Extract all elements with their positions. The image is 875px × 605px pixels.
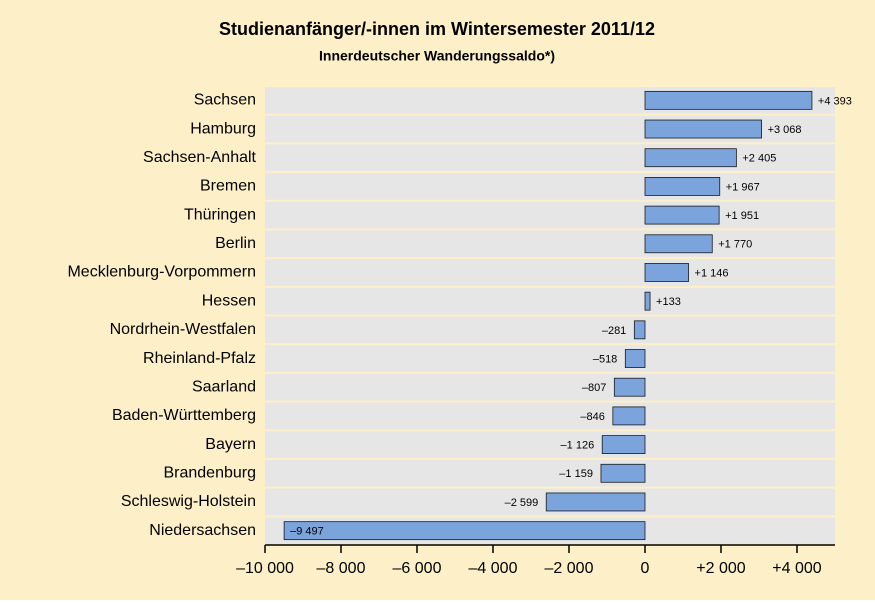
value-label: –1 159 — [559, 468, 593, 480]
y-tick-label: Bremen — [200, 178, 256, 195]
bar — [545, 492, 646, 512]
row-band — [265, 459, 835, 487]
x-tick-label: –6 000 — [393, 560, 442, 577]
row-band — [265, 373, 835, 401]
value-label: +2 405 — [742, 153, 776, 165]
x-tick-label: –4 000 — [469, 560, 518, 577]
value-label: –846 — [580, 411, 604, 423]
row-band — [265, 144, 835, 172]
y-tick-label: Bayern — [205, 436, 256, 453]
y-tick-label: Niedersachsen — [149, 522, 256, 539]
bar — [644, 263, 689, 282]
bar — [600, 463, 646, 483]
value-label: +4 393 — [818, 95, 852, 107]
row-band — [265, 259, 835, 286]
chart-title: Studienanfänger/-innen im Wintersemester… — [219, 19, 655, 39]
value-label: +1 146 — [695, 267, 729, 279]
bar — [644, 177, 721, 196]
y-tick-label: Sachsen — [194, 92, 256, 109]
bar — [644, 234, 713, 254]
x-tick-label: –10 000 — [236, 560, 294, 577]
row-band — [265, 316, 835, 344]
value-label: –9 497 — [290, 526, 324, 538]
y-tick-label: Thüringen — [184, 206, 256, 223]
bar — [633, 320, 646, 340]
bar — [613, 377, 646, 397]
y-tick-label: Berlin — [215, 235, 256, 252]
value-label: –2 599 — [505, 497, 539, 509]
value-label: –281 — [602, 325, 626, 337]
y-tick-label: Sachsen-Anhalt — [143, 149, 257, 166]
x-tick-label: +4 000 — [772, 560, 821, 577]
bar — [644, 148, 737, 168]
x-tick-label: –8 000 — [317, 560, 366, 577]
value-label: –518 — [593, 353, 617, 365]
y-tick-label: Saarland — [192, 378, 256, 395]
row-band — [265, 287, 835, 315]
y-tick-label: Hamburg — [190, 120, 256, 137]
y-tick-label: Baden-Württemberg — [112, 407, 256, 424]
row-band — [265, 431, 835, 458]
y-tick-label: Schleswig-Holstein — [121, 493, 256, 510]
value-label: +3 068 — [768, 124, 802, 136]
bar — [644, 90, 813, 110]
value-label: +1 967 — [726, 181, 760, 193]
y-tick-label: Nordrhein-Westfalen — [110, 321, 256, 338]
value-label: +1 951 — [725, 210, 759, 222]
bar — [624, 349, 646, 368]
bar — [644, 119, 762, 139]
value-label: –1 126 — [561, 440, 595, 452]
chart-subtitle: Innerdeutscher Wanderungssaldo*) — [319, 48, 555, 64]
bar — [283, 521, 646, 541]
x-tick-label: 0 — [641, 560, 650, 577]
value-label: –807 — [582, 382, 606, 394]
row-band — [265, 345, 835, 372]
value-label: +1 770 — [718, 239, 752, 251]
row-band — [265, 173, 835, 200]
row-band — [265, 402, 835, 430]
row-band — [265, 201, 835, 229]
bar — [644, 291, 651, 311]
row-band — [265, 230, 835, 258]
value-label: +133 — [656, 296, 681, 308]
y-tick-label: Rheinland-Pfalz — [143, 350, 256, 367]
bar — [612, 406, 646, 426]
bar — [601, 435, 646, 454]
x-tick-label: +2 000 — [696, 560, 745, 577]
y-tick-label: Hessen — [202, 292, 256, 309]
bar — [644, 205, 720, 225]
x-tick-label: –2 000 — [545, 560, 594, 577]
y-tick-label: Mecklenburg-Vorpommern — [67, 264, 256, 281]
y-tick-label: Brandenburg — [163, 465, 256, 482]
